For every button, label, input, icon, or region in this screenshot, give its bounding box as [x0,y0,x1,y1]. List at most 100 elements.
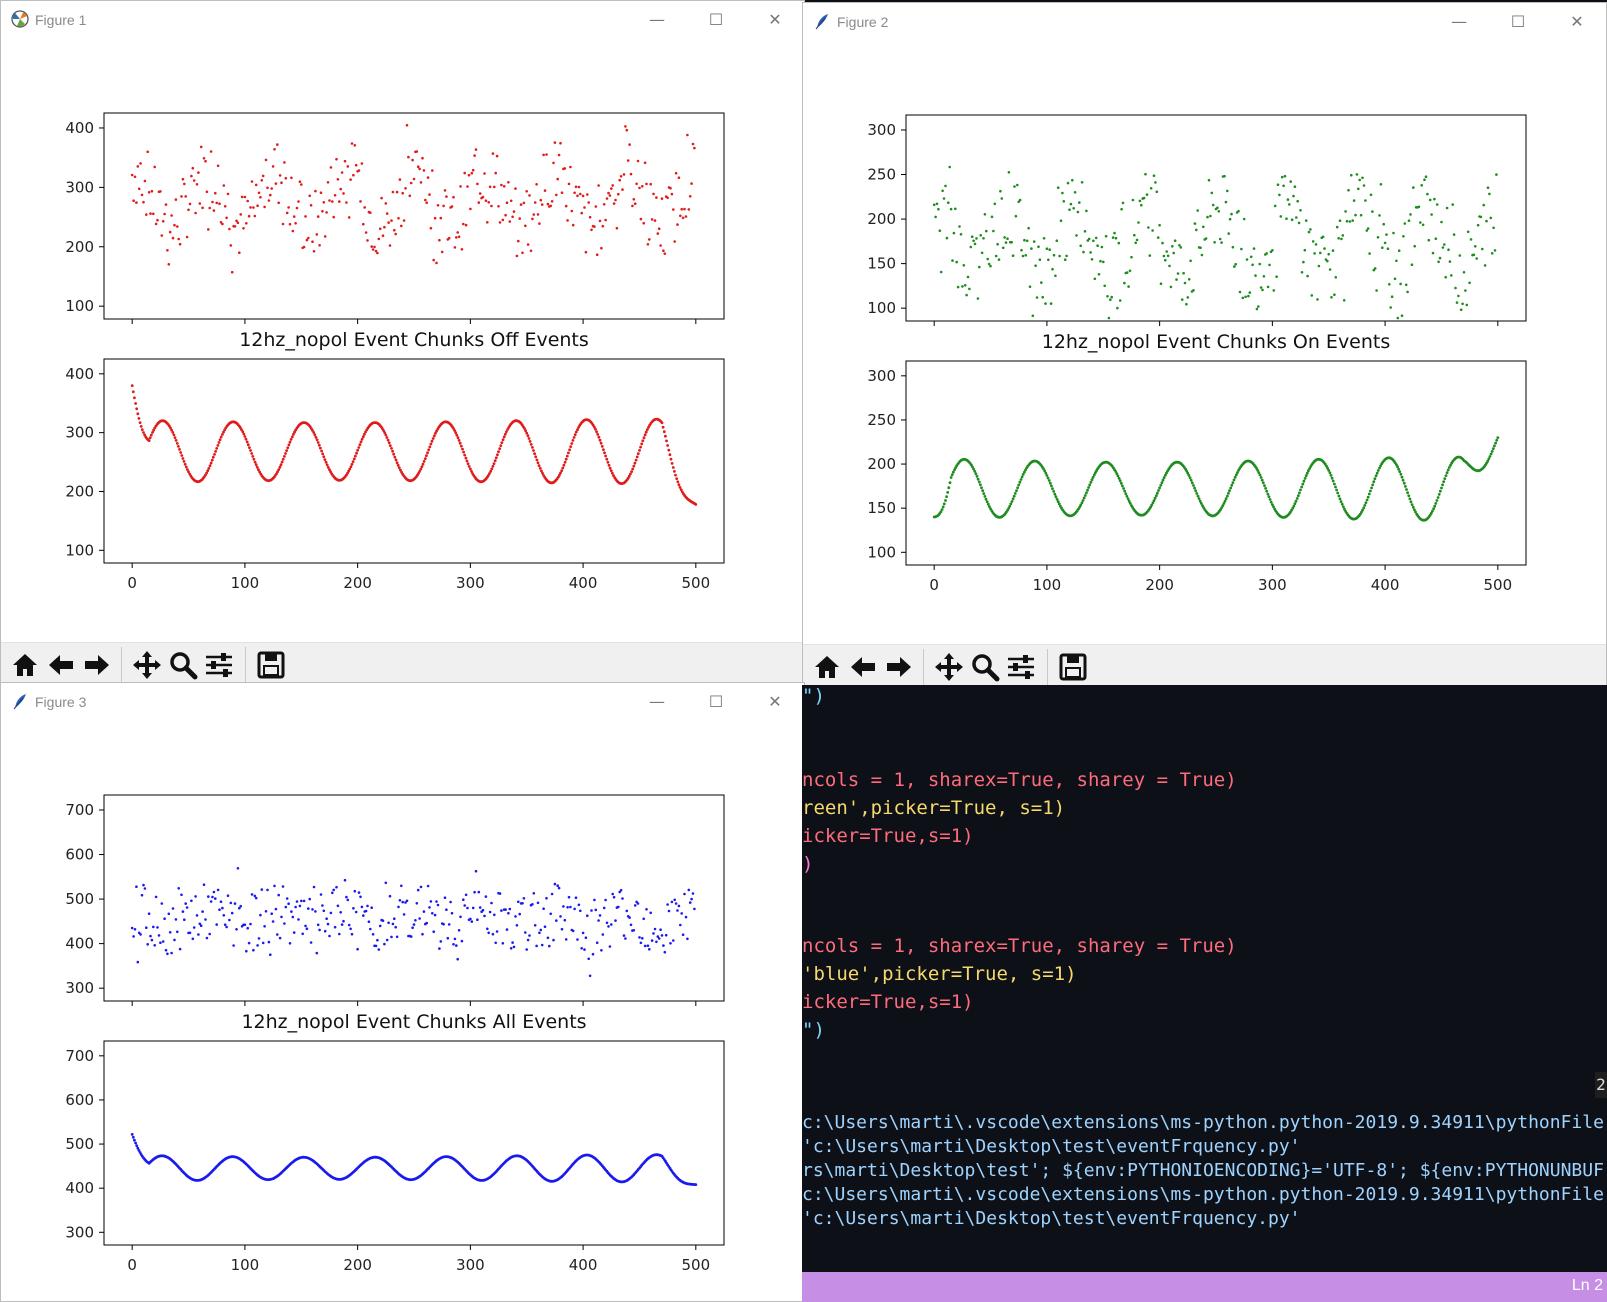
data-point [1331,249,1335,252]
data-point [1114,236,1118,240]
save-icon[interactable] [255,649,287,681]
pan-icon[interactable] [131,649,163,681]
data-point [400,224,403,228]
y-tick-label: 600 [65,1091,94,1109]
data-point [602,203,606,206]
data-point [396,463,400,467]
back-arrow-icon[interactable] [45,649,77,681]
data-point [504,908,507,911]
data-point [1476,223,1480,227]
data-point [684,915,688,919]
code-line: icker=True,s=1) [802,991,974,1013]
forward-arrow-icon[interactable] [81,649,113,681]
data-point [681,933,685,936]
data-point [535,183,538,186]
data-point [1493,249,1497,252]
data-point [1012,494,1016,498]
data-point [668,453,672,457]
data-point [1289,180,1292,183]
data-point [598,438,602,442]
data-point [1066,181,1070,185]
data-point [336,904,340,908]
data-point [283,161,286,164]
zoom-icon[interactable] [167,649,199,681]
data-point [1189,478,1193,482]
data-point [1211,203,1215,207]
data-point [248,446,251,449]
data-point [1099,259,1102,263]
data-point [604,454,607,458]
data-point [1062,200,1066,203]
data-point [985,500,989,504]
data-point [285,211,289,215]
data-point [1171,245,1174,248]
data-point [486,927,489,931]
data-point [173,223,176,227]
close-button[interactable]: ✕ [768,10,782,29]
code-editor[interactable]: ") ncols = 1, sharex=True, sharey = True… [802,685,1607,1062]
figure-1-titlebar[interactable]: Figure 1 — ☐ ✕ [1,1,804,41]
data-point [970,235,974,238]
data-point [1144,172,1147,176]
minimize-button[interactable]: — [649,692,665,711]
data-point [183,918,186,921]
data-point [187,208,190,212]
data-point [305,238,309,242]
home-icon[interactable] [9,649,41,681]
data-point [147,439,151,442]
data-point [405,899,409,903]
pan-icon[interactable] [933,651,965,683]
maximize-button[interactable]: ☐ [708,692,724,711]
data-point [560,927,564,931]
data-point [179,451,183,454]
configure-subplots-icon[interactable] [203,649,235,681]
data-point [157,934,161,937]
zoom-icon[interactable] [969,651,1001,683]
data-point [360,905,364,909]
data-point [226,192,230,196]
y-tick-label: 200 [65,482,94,500]
data-point [535,458,539,462]
cursor-position[interactable]: Ln 2 [1571,1277,1603,1294]
maximize-button[interactable]: ☐ [708,10,724,29]
data-point [253,214,257,218]
close-button[interactable]: ✕ [768,692,782,711]
data-point [619,175,623,178]
data-point [608,466,612,470]
x-tick-label: 0 [127,1256,137,1274]
data-point [1375,471,1379,475]
configure-subplots-icon[interactable] [1005,651,1037,683]
data-point [333,925,337,929]
data-point [673,898,676,902]
data-point [1335,225,1339,229]
minimize-button[interactable]: — [649,10,665,29]
data-point [531,217,534,221]
forward-arrow-icon[interactable] [883,651,915,683]
data-point [168,931,172,934]
x-tick-label: 500 [681,574,710,592]
data-point [1045,247,1049,250]
maximize-button[interactable]: ☐ [1510,12,1526,31]
data-point [598,914,602,917]
data-point [1496,436,1500,439]
close-button[interactable]: ✕ [1570,12,1584,31]
figure-3-titlebar[interactable]: Figure 3 — ☐ ✕ [1,683,804,723]
home-icon[interactable] [811,651,843,683]
data-point [1124,492,1128,496]
minimize-button[interactable]: — [1451,12,1467,31]
data-point [281,885,285,888]
data-point [261,174,265,178]
data-point [567,895,571,899]
data-point [1121,484,1124,488]
back-arrow-icon[interactable] [847,651,879,683]
save-icon[interactable] [1057,651,1089,683]
data-point [1202,225,1205,229]
terminal-panel[interactable]: 2 c:\Users\marti\.vscode\extensions\ms-p… [802,1062,1607,1272]
figure-2-titlebar[interactable]: Figure 2 — ☐ ✕ [803,3,1606,43]
data-point [1292,194,1295,198]
data-point [221,222,224,226]
